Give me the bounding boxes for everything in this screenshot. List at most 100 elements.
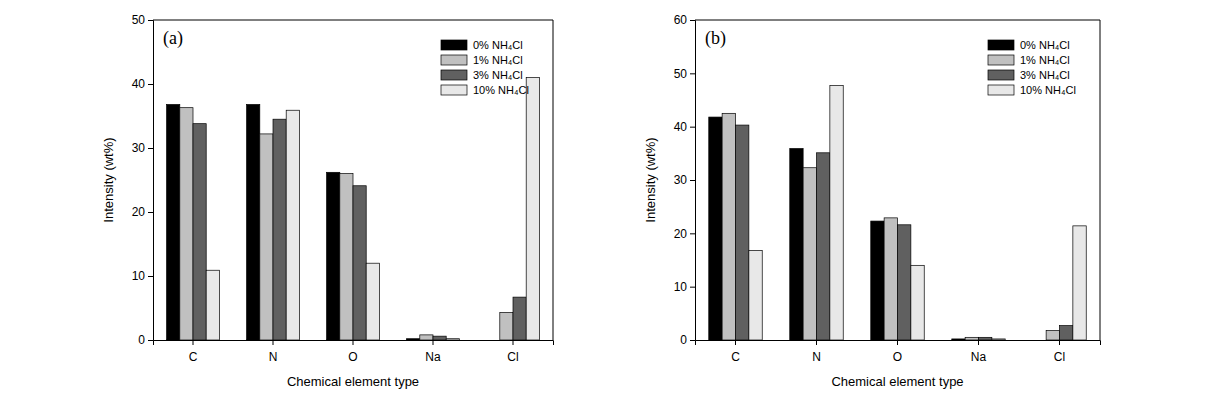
legend: 0% NH₄Cl 1% NH₄Cl 3% NH₄Cl 10% NH₄Cl <box>441 39 529 96</box>
bar <box>871 221 884 340</box>
panel: 0102030405060CNONaClChemical element typ… <box>643 13 1101 389</box>
tick-mark <box>690 73 695 74</box>
y-axis-title: Intensity (wt%) <box>101 137 116 222</box>
tick-label: 60 <box>674 13 688 27</box>
bar <box>884 218 897 340</box>
legend-swatch <box>988 55 1014 65</box>
legend-swatch <box>441 70 467 80</box>
x-axis-title: Chemical element type <box>287 374 419 389</box>
bars <box>167 78 540 340</box>
tick: 30 <box>132 141 153 155</box>
tick-label: 40 <box>674 120 688 134</box>
bar <box>526 78 539 340</box>
tick-label: C <box>189 350 198 364</box>
legend-item: 0% NH₄Cl <box>441 39 523 51</box>
bar-series <box>206 78 539 340</box>
panel: 01020304050CNONaClChemical element typeI… <box>101 13 554 389</box>
tick-label: 50 <box>132 13 146 27</box>
bar <box>1046 330 1059 340</box>
bars <box>709 86 1086 340</box>
tick-mark <box>978 340 979 345</box>
legend-swatch <box>988 40 1014 50</box>
tick-mark <box>273 340 274 345</box>
legend-swatch <box>988 70 1014 80</box>
tick-label: Na <box>971 350 987 364</box>
tick-label: Cl <box>1054 350 1065 364</box>
bar <box>260 134 273 340</box>
axis-line <box>148 21 154 341</box>
legend-item: 10% NH₄Cl <box>441 84 529 96</box>
bar <box>206 270 219 340</box>
tick: C <box>189 340 198 364</box>
tick-mark <box>735 340 736 345</box>
tick-label: O <box>893 350 902 364</box>
frame <box>553 20 554 340</box>
bar <box>500 312 513 340</box>
bar <box>487 340 500 341</box>
bar <box>952 339 965 340</box>
frame <box>1100 20 1101 340</box>
tick: C <box>731 340 740 364</box>
tick-label: 50 <box>674 67 688 81</box>
legend-swatch <box>441 85 467 95</box>
tick-label: 20 <box>674 227 688 241</box>
chart-canvas: 0 10 20 30 40 50 C N O Na Cl Chemical element type I… <box>0 0 1224 400</box>
tick-mark <box>816 340 817 345</box>
tick: 50 <box>674 67 695 81</box>
tick-mark <box>690 180 695 181</box>
tick-mark <box>690 287 695 288</box>
y-axis: 0102030405060 <box>674 13 696 347</box>
tick: 0 <box>138 333 153 347</box>
legend-item: 3% NH₄Cl <box>988 69 1070 81</box>
bar <box>898 225 911 340</box>
bar <box>407 339 420 340</box>
tick-label: 10 <box>132 269 146 283</box>
axis-line <box>696 341 1101 346</box>
bar <box>193 124 206 340</box>
legend-swatch <box>441 55 467 65</box>
legend-item: 3% NH₄Cl <box>441 69 523 81</box>
bar <box>1060 326 1073 340</box>
bar <box>803 168 816 340</box>
tick-mark <box>193 340 194 345</box>
axis-line <box>154 341 554 346</box>
legend-label: 1% NH₄Cl <box>473 54 523 66</box>
tick: 20 <box>132 205 153 219</box>
tick: Na <box>971 340 987 364</box>
tick-label: Na <box>425 350 441 364</box>
tick-mark <box>690 127 695 128</box>
legend-item: 0% NH₄Cl <box>988 39 1070 51</box>
legend-label: 0% NH₄Cl <box>1020 39 1070 51</box>
tick: 30 <box>674 173 695 187</box>
legend-swatch <box>988 85 1014 95</box>
bar <box>273 119 286 340</box>
tick: O <box>348 340 357 364</box>
tick: 40 <box>132 77 153 91</box>
bar <box>446 339 459 340</box>
tick: Cl <box>507 340 518 364</box>
x-axis: C N O Na Cl <box>696 340 1101 364</box>
bar <box>433 336 446 340</box>
bar <box>979 337 992 340</box>
bar <box>327 172 340 340</box>
tick-mark <box>1059 340 1060 345</box>
tick-label: 30 <box>674 173 688 187</box>
tick-label: 20 <box>132 205 146 219</box>
legend-label: 1% NH₄Cl <box>1020 54 1070 66</box>
tick-label: 0 <box>680 333 687 347</box>
tick-mark <box>690 340 695 341</box>
tick-mark <box>897 340 898 345</box>
tick: 50 <box>132 13 153 27</box>
panel-label: (a) <box>163 28 183 49</box>
legend-label: 3% NH₄Cl <box>473 69 523 81</box>
tick-label: 30 <box>132 141 146 155</box>
tick: 0 <box>680 333 695 347</box>
y-axis-title: Intensity (wt%) <box>643 137 658 222</box>
bar <box>353 186 366 340</box>
x-axis: CNONaCl <box>154 340 554 364</box>
bar <box>286 110 299 340</box>
legend-label: 10% NH₄Cl <box>1020 84 1076 96</box>
tick-label: 40 <box>132 77 146 91</box>
tick-label: N <box>812 350 821 364</box>
panel-label: (b) <box>705 28 726 49</box>
